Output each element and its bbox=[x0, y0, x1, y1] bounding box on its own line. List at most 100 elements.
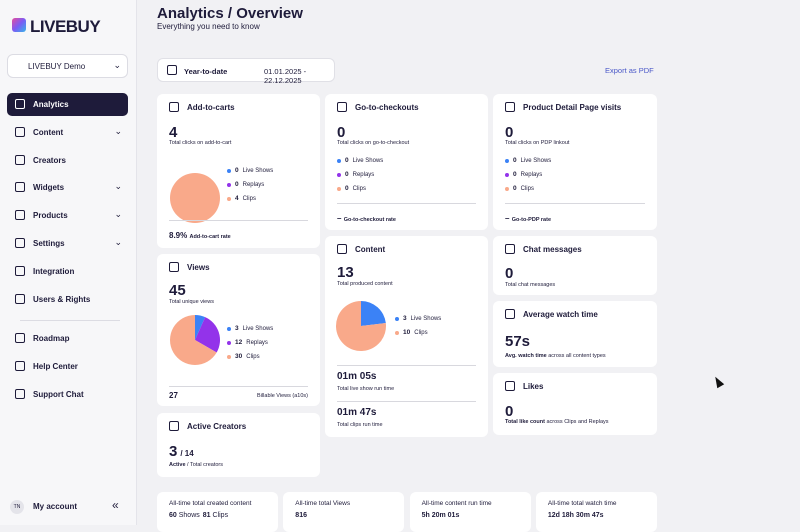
chevron: ⌄ bbox=[114, 237, 122, 247]
nav-icon bbox=[15, 333, 25, 343]
nav-item[interactable]: Products ⌄ bbox=[7, 204, 128, 227]
value: 12d 18h 30m 47s bbox=[547, 512, 604, 519]
nav-label: Creators bbox=[33, 155, 66, 165]
divider bbox=[505, 203, 645, 204]
date-picker[interactable]: Year-to-date 01.01.2025 - 22.12.2025 bbox=[157, 58, 335, 85]
legend-label: Clips bbox=[246, 353, 260, 360]
card-value: 13 bbox=[337, 264, 354, 281]
legend-value: 4 bbox=[235, 195, 239, 202]
nav-label: Support Chat bbox=[33, 390, 84, 399]
pie-slice bbox=[361, 301, 386, 326]
legend-value: 0 bbox=[513, 171, 517, 178]
nav-item[interactable]: Users & Rights bbox=[7, 288, 128, 311]
legend-label: Live Shows bbox=[242, 167, 274, 174]
chevron: ⌄ bbox=[114, 125, 122, 136]
nav-item[interactable]: Integration bbox=[7, 260, 128, 283]
legend-row: 0 Clips bbox=[337, 185, 366, 192]
nav-item[interactable]: Creators bbox=[7, 149, 128, 172]
export-button[interactable]: Export as PDF bbox=[605, 66, 654, 75]
card-caption: Total chat messages bbox=[505, 282, 555, 288]
card-title: Product Detail Page visits bbox=[523, 103, 622, 112]
card-caption: Total clicks on PDP linkout bbox=[505, 140, 569, 146]
legend-label: Replays bbox=[242, 181, 265, 188]
collapse[interactable]: « bbox=[112, 498, 119, 512]
card-caption: Avg. watch time across all content types bbox=[505, 353, 606, 359]
card-title: Active Creators bbox=[187, 422, 247, 431]
card: Active Creators 3/ 14 Active / Total creat… bbox=[157, 413, 320, 477]
legend-label: Clips bbox=[520, 185, 534, 192]
card-icon bbox=[169, 102, 179, 112]
legend-value: 0 bbox=[345, 171, 349, 178]
nav-item[interactable]: Roadmap bbox=[7, 327, 128, 350]
card-icon bbox=[505, 102, 515, 112]
card-caption: Total unique views bbox=[169, 299, 214, 305]
page-subtitle: Everything you need to know bbox=[157, 22, 260, 31]
nav-label: Products bbox=[33, 211, 68, 221]
card: Chat messages 0 Total chat messages bbox=[493, 236, 657, 295]
legend-dot bbox=[395, 316, 399, 321]
caption-strong: Active bbox=[169, 462, 186, 468]
legend-label: Replays bbox=[246, 339, 268, 346]
legend-dot bbox=[227, 340, 231, 345]
nav-icon bbox=[15, 154, 25, 165]
rate-label: Add-to-cart rate bbox=[189, 234, 231, 240]
card-title: Views bbox=[187, 263, 210, 272]
caption: Total chat messages bbox=[505, 282, 556, 288]
divider bbox=[337, 365, 476, 366]
runtime-label: Total live show run time bbox=[337, 386, 395, 392]
rate: – Go-to-PDP rate bbox=[505, 214, 551, 223]
nav-item[interactable]: Support Chat bbox=[7, 383, 128, 406]
legend-dot bbox=[227, 326, 231, 331]
card-icon bbox=[337, 244, 347, 254]
legend-dot bbox=[227, 354, 231, 359]
caption-strong: Avg. watch time bbox=[505, 353, 547, 359]
part-unit: Shows bbox=[178, 512, 200, 519]
nav-item[interactable]: Help Center bbox=[7, 355, 128, 378]
nav-icon bbox=[15, 210, 25, 221]
nav-icon bbox=[15, 126, 25, 137]
card-caption: Total clicks on add-to-cart bbox=[169, 140, 231, 146]
caption: Total clicks on add-to-cart bbox=[169, 140, 232, 146]
account[interactable]: My account bbox=[33, 502, 78, 511]
caption-strong: Total like count bbox=[505, 419, 545, 425]
nav-item[interactable]: Widgets ⌄ bbox=[7, 176, 128, 199]
legend-label: Clips bbox=[242, 195, 256, 202]
value: 5h 20m 01s bbox=[421, 512, 460, 519]
nav-item[interactable]: Settings ⌄ bbox=[7, 232, 128, 255]
legend-label: Live Shows bbox=[352, 157, 384, 164]
rate-value: 8.9% bbox=[169, 231, 188, 240]
chevron: ⌄ bbox=[114, 181, 122, 192]
nav-icon bbox=[15, 265, 25, 276]
sidebar: LIVEBUY LIVEBUY Demo ⌄ TN My account « An… bbox=[0, 0, 137, 525]
caption: Total produced content bbox=[337, 281, 393, 287]
total-card: All-time content run time 5h 20m 01s bbox=[409, 492, 531, 532]
legend-row: 0 Replays bbox=[337, 171, 374, 178]
card-value: 3/ 14 bbox=[169, 443, 194, 460]
card-icon bbox=[505, 309, 515, 319]
total-value: 12d 18h 30m 47s bbox=[548, 512, 657, 519]
legend-dot bbox=[337, 158, 341, 163]
legend-dot bbox=[337, 186, 341, 191]
nav-item[interactable]: Content ⌄ bbox=[7, 121, 128, 144]
nav-icon bbox=[15, 182, 25, 193]
card-title: Likes bbox=[523, 382, 544, 391]
card-icon bbox=[337, 102, 347, 112]
workspace-select[interactable]: LIVEBUY Demo ⌄ bbox=[7, 54, 128, 78]
caption: Total clicks on PDP linkout bbox=[505, 140, 570, 146]
legend-value: 10 bbox=[403, 329, 411, 336]
card-value: 0 bbox=[505, 403, 514, 420]
part-unit: Clips bbox=[212, 512, 229, 519]
chevron: ⌄ bbox=[114, 209, 122, 220]
pie bbox=[170, 315, 220, 365]
nav-item[interactable]: Analytics bbox=[7, 93, 128, 116]
legend-row: 10 Clips bbox=[395, 329, 428, 336]
legend-label: Live Shows bbox=[520, 157, 552, 164]
legend-dot bbox=[337, 172, 341, 177]
nav-label: Roadmap bbox=[33, 334, 70, 343]
legend-dot bbox=[505, 158, 509, 163]
card: Content 13 Total produced content 3 Live Sho… bbox=[325, 236, 488, 437]
rate: 8.9% Add-to-cart rate bbox=[169, 231, 231, 240]
card-value: 0 bbox=[505, 265, 514, 282]
